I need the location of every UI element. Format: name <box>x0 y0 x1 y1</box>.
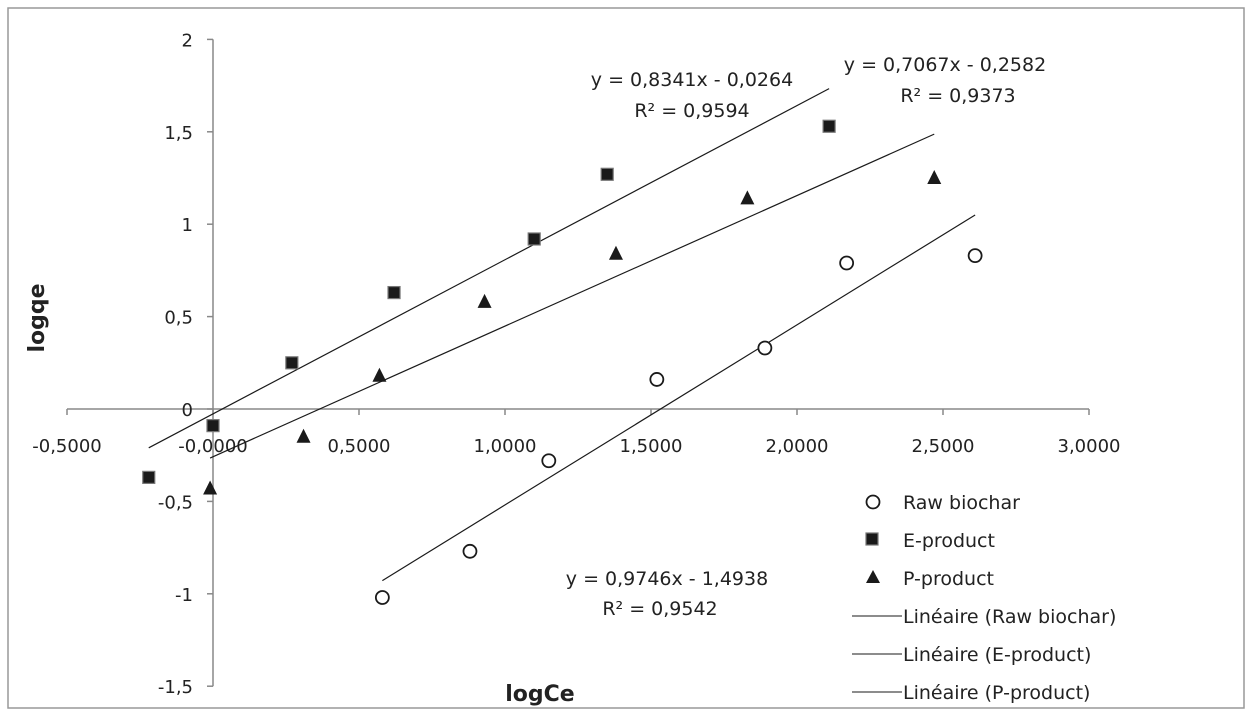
data-point-p-product <box>372 367 387 382</box>
y-tick-label: -0,5 <box>158 492 193 513</box>
data-point-e-product <box>142 470 156 484</box>
legend-marker-circle <box>865 494 881 510</box>
data-point-e-product <box>822 119 836 133</box>
x-ticks: -0,5000 -0,0000 0,5000 1,0000 1,5000 2,0000 2,… <box>32 409 1120 457</box>
legend-label: Linéaire (Raw biochar) <box>903 606 1116 628</box>
data-point-e-product <box>600 167 614 181</box>
legend-label: E-product <box>903 530 995 552</box>
data-markers <box>142 119 983 605</box>
y-tick-label: 1 <box>182 215 193 236</box>
data-point-raw-biochar <box>757 340 773 356</box>
data-point-raw-biochar <box>374 590 390 605</box>
legend-marker-triangle <box>866 570 880 583</box>
legend-item-linear-p-product: Linéaire (P-product) <box>852 682 1090 704</box>
equation-p-product: y = 0,7067x - 0,2582 <box>844 54 1046 76</box>
data-point-raw-biochar <box>649 372 665 387</box>
legend-label: Linéaire (E-product) <box>903 644 1091 666</box>
x-tick-label: 1,5000 <box>620 436 683 457</box>
y-tick-label: -1 <box>175 585 193 606</box>
legend-label: P-product <box>903 568 994 590</box>
trendline <box>382 214 976 582</box>
chart-frame <box>7 7 1245 709</box>
legend-item-e-product: E-product <box>865 530 995 552</box>
legend-label: Linéaire (P-product) <box>903 682 1090 704</box>
trendline <box>148 88 830 449</box>
data-point-raw-biochar <box>967 248 983 264</box>
data-point-p-product <box>203 480 218 495</box>
legend: Raw biochar E-product P-product Linéaire… <box>852 492 1116 704</box>
data-point-e-product <box>285 356 299 370</box>
x-tick-label: 2,5000 <box>912 436 975 457</box>
y-tick-label: 0,5 <box>164 308 193 329</box>
y-ticks: 2 1,5 1 0,5 0 -0,5 -1 -1,5 <box>158 30 213 698</box>
x-tick-label: 0,5000 <box>328 436 391 457</box>
data-point-p-product <box>608 245 623 260</box>
legend-item-raw-biochar: Raw biochar <box>865 492 1020 514</box>
data-point-p-product <box>296 428 311 443</box>
legend-label: Raw biochar <box>903 492 1020 514</box>
data-point-e-product <box>527 232 541 246</box>
r2-raw-biochar: R² = 0,9542 <box>602 598 717 620</box>
r2-e-product: R² = 0,9594 <box>634 100 749 122</box>
x-tick-label: -0,5000 <box>32 436 101 457</box>
x-axis-title: logCe <box>505 682 574 707</box>
data-point-e-product <box>206 419 220 433</box>
legend-item-linear-raw-biochar: Linéaire (Raw biochar) <box>852 606 1116 628</box>
y-axis-title: logqe <box>25 283 50 352</box>
legend-marker-square <box>865 532 879 546</box>
x-tick-label: 1,0000 <box>474 436 537 457</box>
data-point-raw-biochar <box>462 543 478 559</box>
data-point-raw-biochar <box>839 255 855 271</box>
data-point-p-product <box>740 190 755 205</box>
data-point-p-product <box>477 293 492 308</box>
data-point-p-product <box>927 170 942 184</box>
trendlines <box>148 88 976 582</box>
y-tick-label: -1,5 <box>158 677 193 698</box>
trendline <box>209 133 935 459</box>
legend-item-p-product: P-product <box>866 568 994 590</box>
data-point-raw-biochar <box>541 453 557 469</box>
y-tick-label: 2 <box>182 30 193 51</box>
r2-p-product: R² = 0,9373 <box>900 85 1015 107</box>
legend-item-linear-e-product: Linéaire (E-product) <box>852 644 1091 666</box>
data-point-e-product <box>387 285 401 300</box>
x-tick-label: 3,0000 <box>1058 436 1121 457</box>
equation-raw-biochar: y = 0,9746x - 1,4938 <box>566 568 768 590</box>
x-tick-label: 2,0000 <box>766 436 829 457</box>
y-tick-label: 0 <box>182 400 193 421</box>
y-tick-label: 1,5 <box>164 123 193 144</box>
equation-e-product: y = 0,8341x - 0,0264 <box>591 69 793 91</box>
x-tick-label: -0,0000 <box>178 436 247 457</box>
